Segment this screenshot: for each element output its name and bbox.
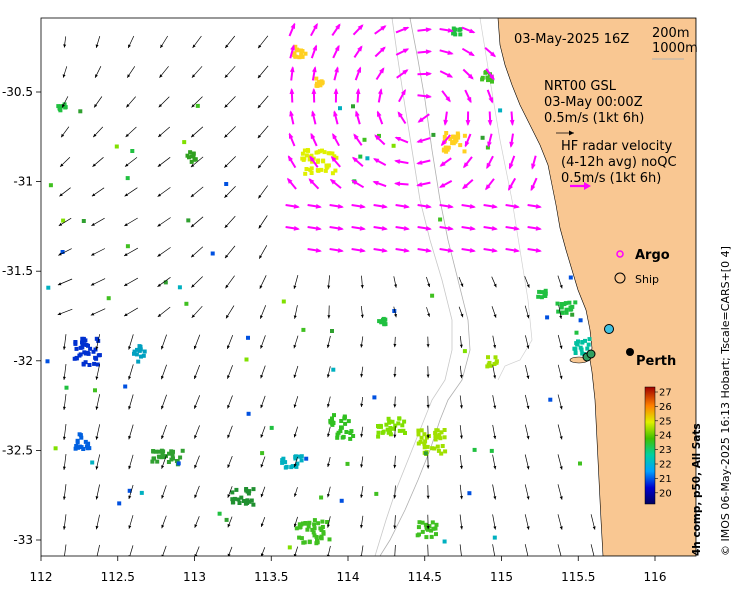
x-tick-label: 112.5 [101, 570, 135, 584]
colorbar-title: 4h comp, p50, All Sats [691, 423, 703, 556]
isobath-200m [379, 18, 471, 556]
legend-ship: Ship [635, 273, 659, 286]
y-tick-label: -32.5 [2, 443, 33, 457]
colorbar-tick-label: 27 [659, 388, 672, 399]
x-axis: 112 112.5 113 113.5 114 114.5 115 115.5 116 [30, 556, 667, 584]
legend-radar-scale: 0.5m/s (1kt 6h) [561, 171, 661, 186]
perth-dot [626, 348, 634, 356]
legend-model-arrow [556, 130, 574, 136]
legend-radar-arrow [570, 182, 591, 190]
y-axis: -30.5 -31 -31.5 -32 -32.5 -33 [2, 85, 41, 547]
legend-argo: Argo [635, 248, 670, 263]
colorbar-tick-label: 25 [659, 416, 672, 427]
ship-marker [604, 324, 614, 334]
hf-radar-arrows [285, 22, 542, 253]
city-label-perth: Perth [636, 354, 676, 369]
plot-frame [40, 17, 697, 557]
colorbar-ticks: 27 26 25 24 23 22 21 20 [655, 388, 672, 499]
x-tick-label: 113.5 [254, 570, 288, 584]
x-tick-label: 115 [490, 570, 513, 584]
credit-text: © IMOS 06-May-2025 16:13 Hobart; Tscale=… [719, 246, 732, 556]
y-tick-label: -31.5 [2, 264, 33, 278]
y-tick-label: -33 [13, 533, 33, 547]
legend-model-scale: 0.5m/s (1kt 6h) [544, 111, 644, 126]
y-tick-label: -30.5 [2, 85, 33, 99]
x-tick-label: 114.5 [408, 570, 442, 584]
isobath-1000m [374, 18, 453, 556]
legend-radar-title: HF radar velocity [561, 139, 673, 154]
sst-pixels [45, 26, 592, 550]
legend-model-title: NRT00 GSL [544, 79, 617, 94]
ship-icon [614, 272, 626, 284]
x-tick-label: 115.5 [561, 570, 595, 584]
y-tick-label: -32 [13, 354, 33, 368]
colorbar [644, 386, 656, 505]
colorbar-tick-label: 21 [659, 474, 672, 485]
legend-isobath-200: 200m [652, 26, 689, 41]
x-tick-label: 116 [644, 570, 667, 584]
legend-model-time: 03-May 00:00Z [544, 95, 643, 110]
legend-isobath-1000: 1000m [652, 41, 698, 56]
ship-marker-cluster [586, 349, 596, 359]
x-tick-label: 112 [30, 570, 53, 584]
argo-icon [616, 250, 624, 258]
legend-radar-avg: (4-12h avg) noQC [561, 155, 677, 170]
colorbar-tick-label: 23 [659, 445, 672, 456]
model-current-arrows [57, 35, 596, 556]
colorbar-tick-label: 24 [659, 431, 672, 442]
isobath-shelf [479, 18, 533, 381]
x-tick-label: 113 [183, 570, 206, 584]
colorbar-tick-label: 26 [659, 402, 672, 413]
y-tick-label: -31 [13, 175, 33, 189]
colorbar-tick-label: 20 [659, 488, 672, 499]
colorbar-tick-label: 22 [659, 460, 672, 471]
x-tick-label: 114 [337, 570, 360, 584]
legend-date: 03-May-2025 16Z [514, 32, 629, 47]
